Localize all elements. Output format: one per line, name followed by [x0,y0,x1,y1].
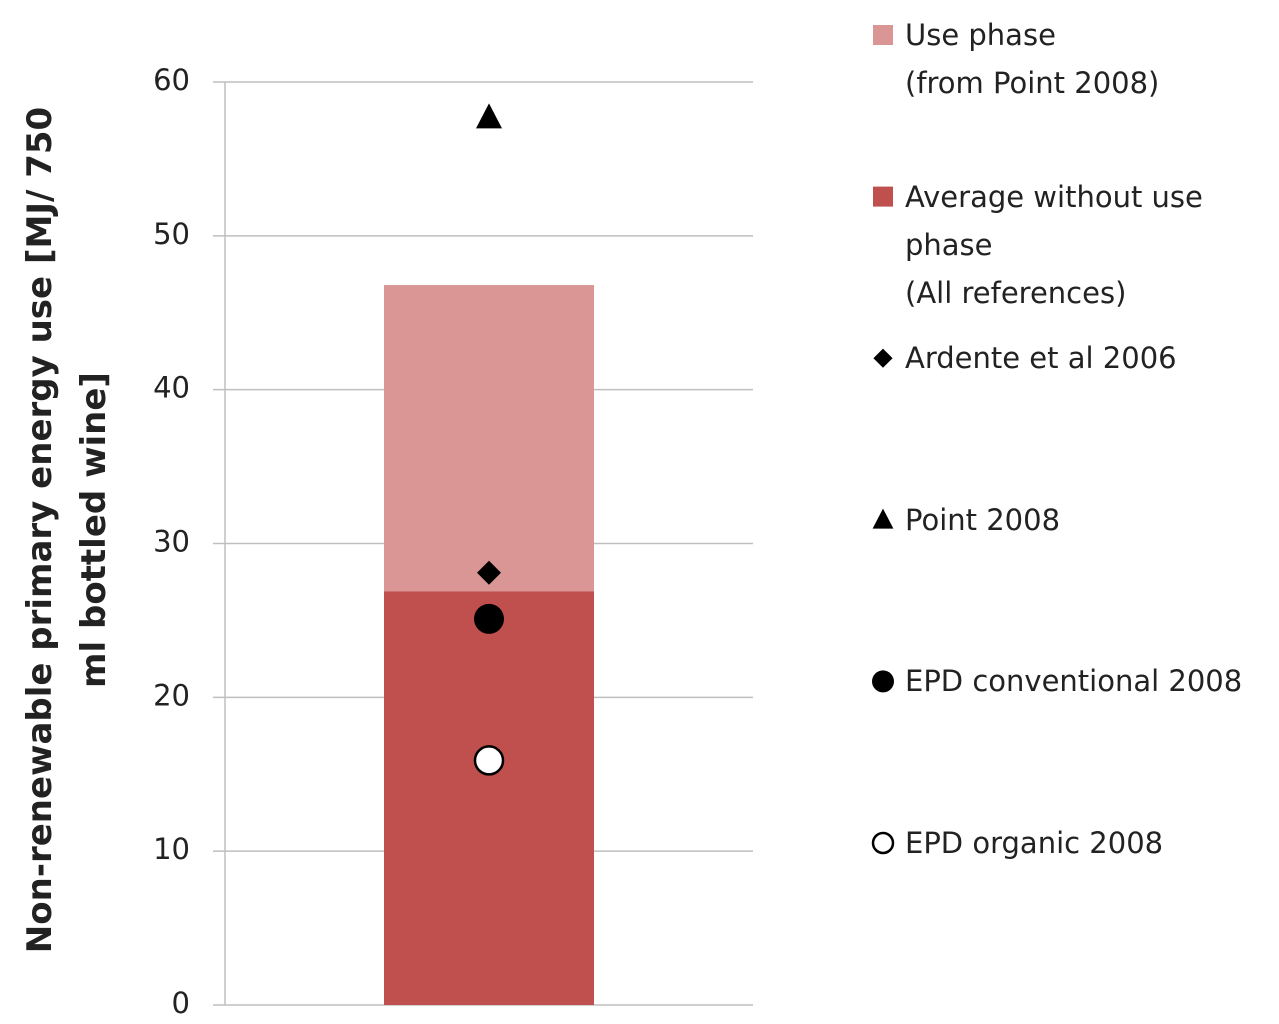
y-tick-label: 40 [153,371,190,405]
point-marker [473,745,505,776]
y-tick-label: 50 [153,217,190,251]
legend-marker [871,831,895,855]
legend-marker [872,670,894,693]
point-marker [477,560,501,585]
y-tick-label: 60 [153,63,190,97]
legend-marker [873,348,893,368]
y-axis-label: Non-renewable primary energy use [MJ/ 75… [20,107,114,953]
y-tick-label: 30 [153,525,190,559]
y-axis-label-line: Non-renewable primary energy use [MJ/ 75… [20,107,60,953]
legend-label: Use phase (from Point 2008) [905,18,1160,100]
legend-label: EPD organic 2008 [905,826,1164,860]
y-tick-label: 0 [172,986,190,1020]
y-axis-label-line: ml bottled wine] [74,372,114,688]
y-tick-label: 20 [153,678,190,712]
legend-label: EPD conventional 2008 [905,664,1243,699]
y-tick-label: 10 [153,832,190,866]
legend-marker [872,508,894,529]
bar-segment [384,591,594,1005]
point-marker [474,603,504,634]
bar-segment [384,285,594,592]
legend-label: Ardente et al 2006 [905,341,1177,376]
legend-swatch [873,25,893,45]
legend-label: Point 2008 [905,502,1061,537]
legend-swatch [873,186,893,207]
legend-label: Average without use phase (All reference… [905,179,1203,310]
point-marker [476,103,502,129]
